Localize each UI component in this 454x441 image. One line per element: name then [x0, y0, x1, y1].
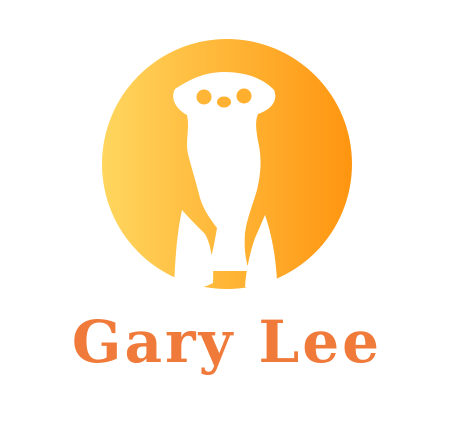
meerkat-icon	[173, 72, 277, 289]
meerkat-emblem	[102, 39, 352, 289]
wordmark: Gary Lee	[71, 308, 383, 376]
